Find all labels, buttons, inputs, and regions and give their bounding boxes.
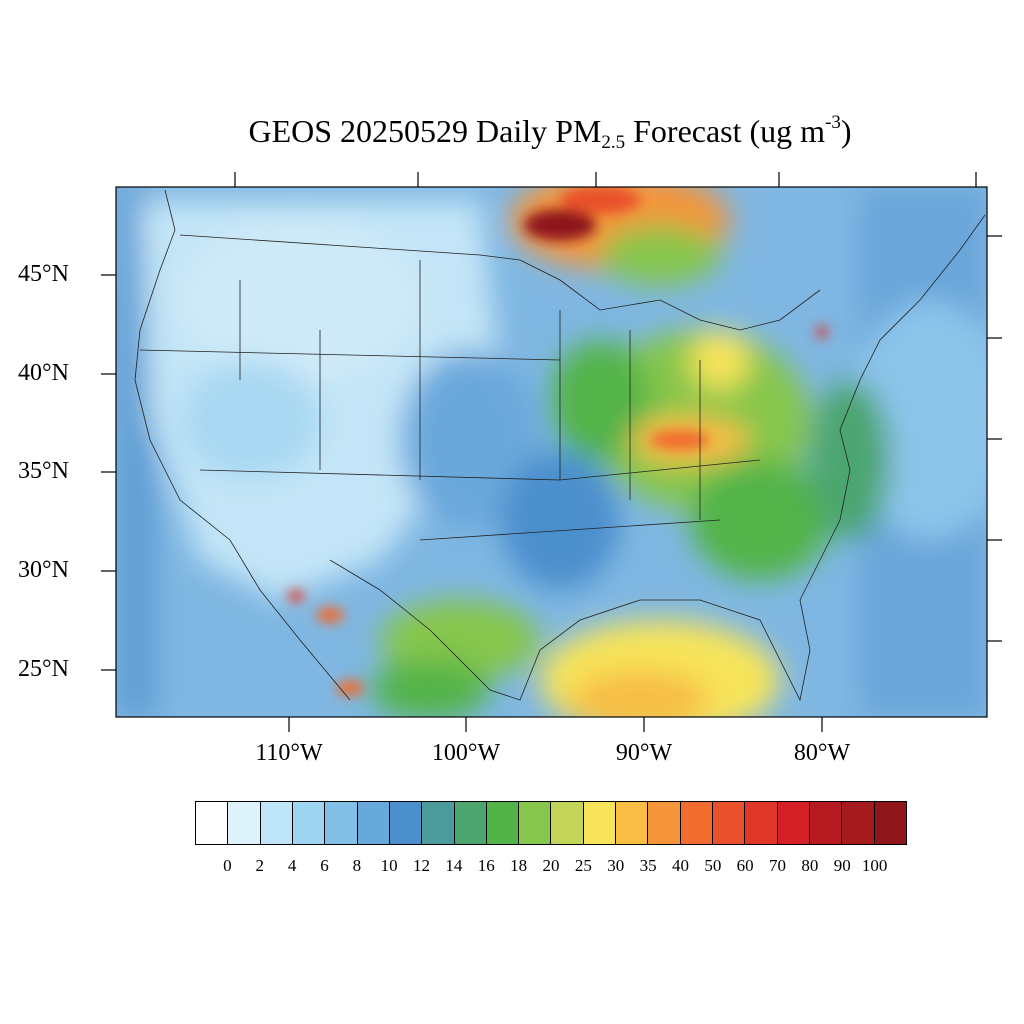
colorbar-tick-label: 35 bbox=[639, 856, 657, 875]
colorbar-swatch bbox=[292, 802, 326, 844]
colorbar-tick-label: 12 bbox=[413, 856, 431, 875]
colorbar-tick-label: 10 bbox=[380, 856, 398, 875]
colorbar-tick-label: 4 bbox=[287, 856, 297, 875]
pm25-field bbox=[116, 187, 987, 717]
colorbar-tick-label: 80 bbox=[801, 856, 819, 875]
lon-label-80w: 80°W bbox=[793, 740, 851, 766]
colorbar-tick-label: 40 bbox=[671, 856, 689, 875]
colorbar-swatch bbox=[713, 802, 746, 844]
colorbar-swatch bbox=[486, 802, 520, 844]
colorbar-swatch bbox=[519, 802, 552, 844]
colorbar bbox=[195, 801, 907, 845]
colorbar-tick-label: 25 bbox=[574, 856, 592, 875]
colorbar-swatch bbox=[228, 802, 261, 844]
colorbar-swatch bbox=[777, 802, 810, 844]
colorbar-swatch bbox=[809, 802, 843, 844]
lon-label-90w: 90°W bbox=[615, 740, 673, 766]
colorbar-swatch bbox=[357, 802, 390, 844]
colorbar-swatch bbox=[648, 802, 681, 844]
colorbar-tick-label: 90 bbox=[833, 856, 851, 875]
lat-label-30n: 30°N bbox=[18, 557, 69, 583]
colorbar-swatch bbox=[874, 802, 906, 844]
lat-label-25n: 25°N bbox=[18, 656, 69, 682]
colorbar-tick-label: 20 bbox=[542, 856, 560, 875]
colorbar-tick-label: 50 bbox=[704, 856, 722, 875]
colorbar-tick-label: 6 bbox=[320, 856, 329, 875]
colorbar-tick-label: 14 bbox=[445, 856, 463, 875]
colorbar-swatch bbox=[325, 802, 358, 844]
colorbar-swatch bbox=[389, 802, 423, 844]
colorbar-tick-label: 18 bbox=[510, 856, 528, 875]
colorbar-tick-label: 30 bbox=[607, 856, 625, 875]
lat-label-35n: 35°N bbox=[18, 458, 69, 484]
colorbar-swatch bbox=[454, 802, 487, 844]
colorbar-swatch bbox=[680, 802, 713, 844]
lat-label-45n: 45°N bbox=[18, 261, 69, 287]
colorbar-tick-label: 16 bbox=[477, 856, 495, 875]
colorbar-swatch bbox=[616, 802, 649, 844]
colorbar-swatch bbox=[842, 802, 875, 844]
colorbar-tick-label: 8 bbox=[352, 856, 362, 875]
colorbar-swatch bbox=[422, 802, 455, 844]
colorbar-swatch bbox=[260, 802, 293, 844]
colorbar-swatch bbox=[551, 802, 584, 844]
lon-label-100w: 100°W bbox=[431, 740, 501, 766]
colorbar-tick-label: 60 bbox=[736, 856, 754, 875]
colorbar-swatch bbox=[583, 802, 617, 844]
colorbar-labels: 0 2 4 6 8 10 12 14 16 18 20 25 30 35 40 50 60 70 80 90 100 bbox=[195, 856, 907, 880]
colorbar-swatch bbox=[196, 802, 229, 844]
lon-label-110w: 110°W bbox=[255, 740, 323, 766]
lat-label-40n: 40°N bbox=[18, 360, 69, 386]
colorbar-tick-label: 2 bbox=[255, 856, 264, 875]
colorbar-tick-label: 0 bbox=[223, 856, 232, 875]
map-title: GEOS 20250529 Daily PM2.5 Forecast (ug m… bbox=[248, 112, 852, 153]
colorbar-tick-label: 70 bbox=[769, 856, 787, 875]
colorbar-swatch bbox=[745, 802, 778, 844]
colorbar-tick-label: 100 bbox=[861, 856, 888, 875]
